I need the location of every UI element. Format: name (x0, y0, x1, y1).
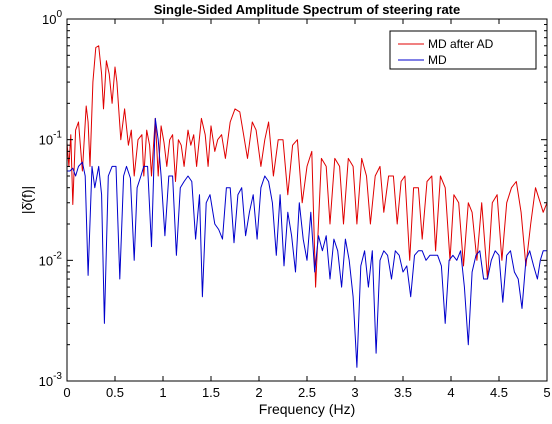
x-tick-label: 1.5 (202, 385, 220, 400)
legend-label-md: MD (428, 53, 447, 67)
legend-label-md-after-ad: MD after AD (428, 37, 494, 51)
y-tick-label: 10-3 (39, 371, 63, 389)
y-axis: 10-3 10-2 10-1 100 (39, 9, 547, 389)
legend: MD after AD MD (389, 30, 537, 70)
x-axis-label: Frequency (Hz) (259, 401, 355, 417)
x-tick-label: 0 (63, 385, 70, 400)
y-axis-label: |δ̇(f)| (19, 186, 35, 214)
y-tick-label: 10-1 (39, 130, 63, 148)
x-tick-label: 3 (351, 385, 358, 400)
y-tick-label: 10-2 (39, 250, 63, 268)
x-tick-label: 2 (255, 385, 262, 400)
chart-title: Single-Sided Amplitude Spectrum of steer… (154, 2, 461, 17)
y-tick-label: 100 (42, 9, 62, 27)
series-line-md (67, 117, 547, 368)
series-line-md-after-ad (67, 45, 547, 288)
x-tick-label: 4 (447, 385, 454, 400)
x-tick-label: 5 (543, 385, 550, 400)
x-tick-label: 1 (159, 385, 166, 400)
x-axis: 0 0.5 1 1.5 2 2.5 3 3.5 4 4.5 5 (63, 19, 551, 400)
x-tick-label: 0.5 (106, 385, 124, 400)
x-tick-label: 4.5 (490, 385, 508, 400)
legend-box (389, 30, 537, 70)
x-tick-label: 3.5 (394, 385, 412, 400)
x-tick-label: 2.5 (298, 385, 316, 400)
series-layer (67, 45, 547, 368)
